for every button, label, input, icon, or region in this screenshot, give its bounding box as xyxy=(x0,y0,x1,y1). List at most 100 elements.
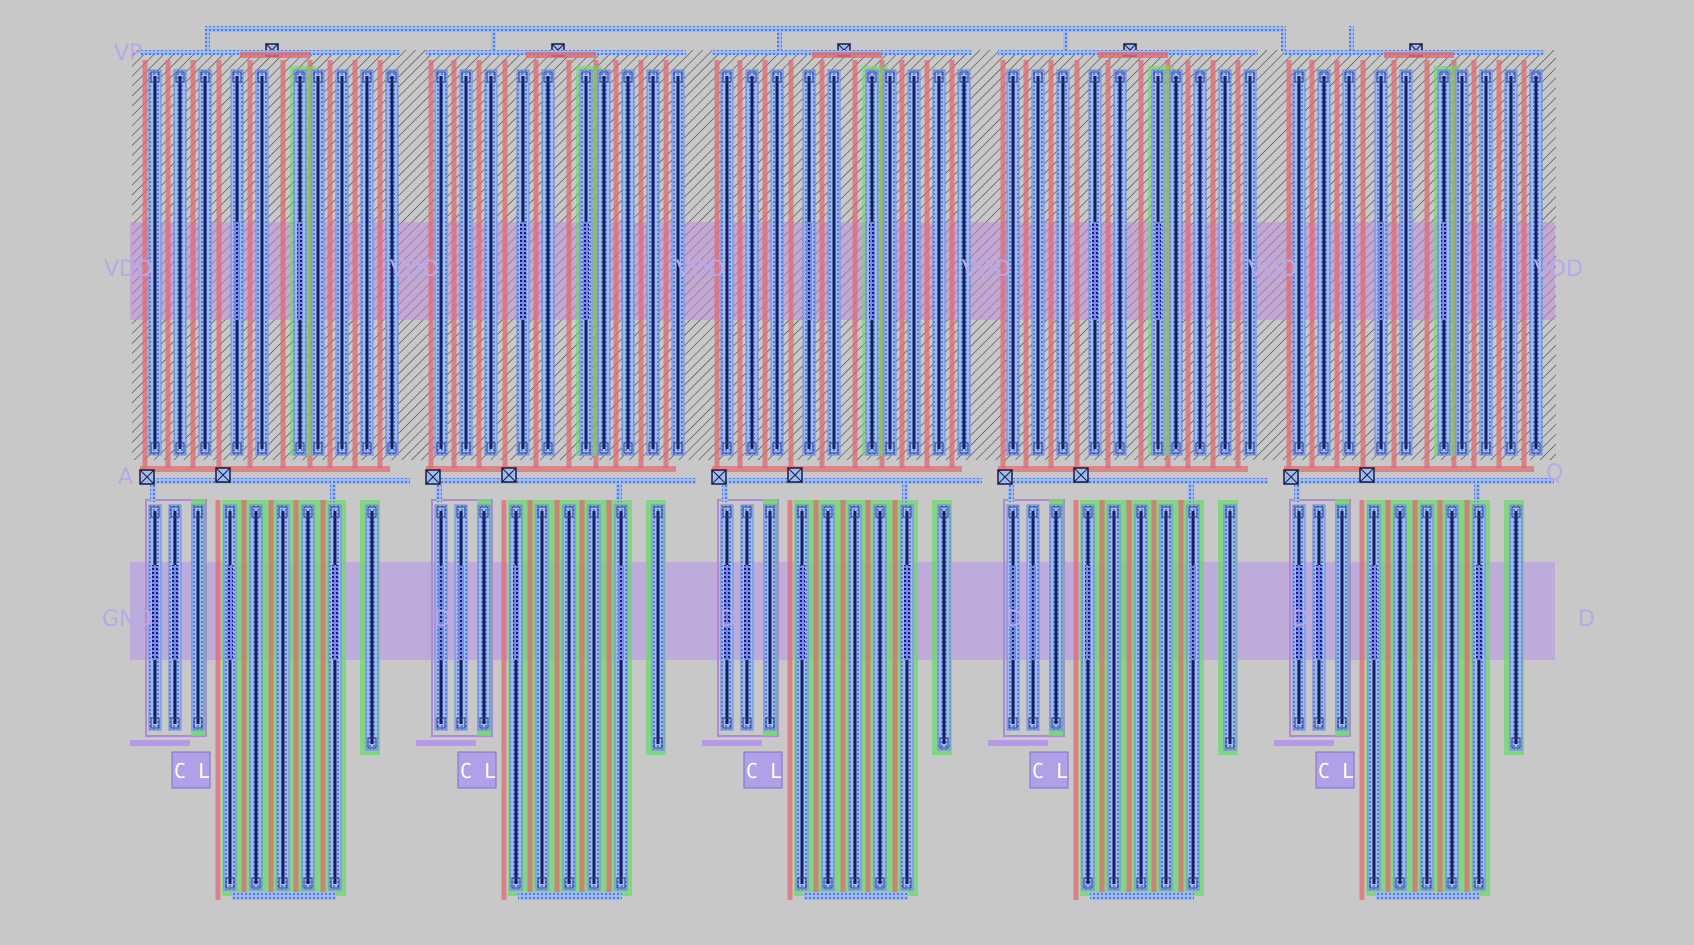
contact xyxy=(150,506,160,518)
cl-pad xyxy=(457,751,497,789)
poly-gate xyxy=(1000,60,1006,468)
contact xyxy=(1395,506,1405,518)
contact xyxy=(1447,506,1457,518)
contact xyxy=(1161,877,1171,889)
contact xyxy=(934,442,944,454)
poly-gate xyxy=(840,500,846,900)
contact xyxy=(537,506,547,518)
poly-strap xyxy=(240,52,310,58)
gnd-strap xyxy=(702,740,762,746)
vp-bus xyxy=(205,26,1281,32)
poly-gate xyxy=(1471,60,1477,468)
contact xyxy=(1369,506,1379,518)
contact xyxy=(461,442,471,454)
contact xyxy=(232,442,242,454)
contact xyxy=(193,717,203,729)
contact xyxy=(278,877,288,889)
contact xyxy=(1090,71,1100,83)
contact xyxy=(1506,71,1516,83)
contact xyxy=(456,717,466,729)
contact xyxy=(150,442,160,454)
metal1-route xyxy=(1008,478,1014,502)
poly-gate xyxy=(241,500,247,900)
cl-pad xyxy=(743,751,783,789)
contact xyxy=(1481,442,1491,454)
contact xyxy=(486,442,496,454)
poly-gate xyxy=(451,60,457,468)
contact xyxy=(1115,442,1125,454)
poly-gate xyxy=(1023,60,1029,468)
nmos-strap xyxy=(232,892,336,900)
contact xyxy=(330,506,340,518)
contact xyxy=(829,442,839,454)
contact xyxy=(1511,737,1521,749)
contact xyxy=(939,506,949,518)
contact xyxy=(1531,71,1541,83)
contact-column xyxy=(904,565,910,660)
poly-gate xyxy=(852,60,858,468)
poly-gate xyxy=(320,500,326,900)
vdd-label: VDD xyxy=(1534,257,1583,282)
poly-route xyxy=(1284,466,1534,472)
contact xyxy=(257,71,267,83)
via-mark xyxy=(1283,469,1299,485)
poly-gate xyxy=(352,60,358,468)
contact-column xyxy=(458,565,464,660)
via-mark xyxy=(787,467,803,483)
contact xyxy=(885,442,895,454)
contact xyxy=(1109,506,1119,518)
via-mark xyxy=(1359,467,1375,483)
poly-gate xyxy=(1074,60,1080,468)
contact xyxy=(225,506,235,518)
contact xyxy=(200,71,210,83)
contact xyxy=(1028,717,1038,729)
contact xyxy=(653,737,663,749)
contact xyxy=(303,506,313,518)
contact xyxy=(1008,717,1018,729)
poly-gate xyxy=(527,500,533,900)
poly-gate xyxy=(579,500,585,900)
via-mark xyxy=(711,469,727,485)
bus-drop xyxy=(777,26,782,52)
contact xyxy=(581,71,591,83)
contact xyxy=(1319,442,1329,454)
contact xyxy=(772,71,782,83)
contact-column xyxy=(744,565,750,660)
contact xyxy=(295,71,305,83)
contact-column xyxy=(1476,565,1482,660)
contact xyxy=(1195,71,1205,83)
poly-gate xyxy=(165,60,171,468)
contact xyxy=(387,442,397,454)
poly-gate xyxy=(892,500,898,900)
contact xyxy=(959,442,969,454)
metal1-route xyxy=(150,478,410,484)
gnd-label: GND xyxy=(102,607,152,632)
contact xyxy=(1220,442,1230,454)
contact xyxy=(1344,71,1354,83)
poly-gate xyxy=(606,500,612,900)
contact xyxy=(1008,506,1018,518)
contact xyxy=(747,71,757,83)
contact xyxy=(804,442,814,454)
gnd-labels: GND D D D D D xyxy=(102,607,1595,632)
contact xyxy=(1245,442,1255,454)
contact-column xyxy=(1155,222,1161,320)
contact xyxy=(1083,877,1093,889)
bus-drop xyxy=(1281,26,1286,52)
cl-label: C L xyxy=(174,759,210,783)
gnd-strap xyxy=(988,740,1048,746)
poly-gate xyxy=(663,60,669,468)
poly-gate xyxy=(1210,60,1216,468)
metal1-route xyxy=(1008,478,1268,484)
contact xyxy=(1225,506,1235,518)
contact xyxy=(1171,71,1181,83)
contact xyxy=(337,71,347,83)
gnd-label: D xyxy=(1578,607,1595,632)
contact xyxy=(362,442,372,454)
contact xyxy=(387,71,397,83)
contact xyxy=(436,717,446,729)
contact xyxy=(599,71,609,83)
vdd-label: VDD xyxy=(390,257,439,282)
contact-column xyxy=(332,565,338,660)
